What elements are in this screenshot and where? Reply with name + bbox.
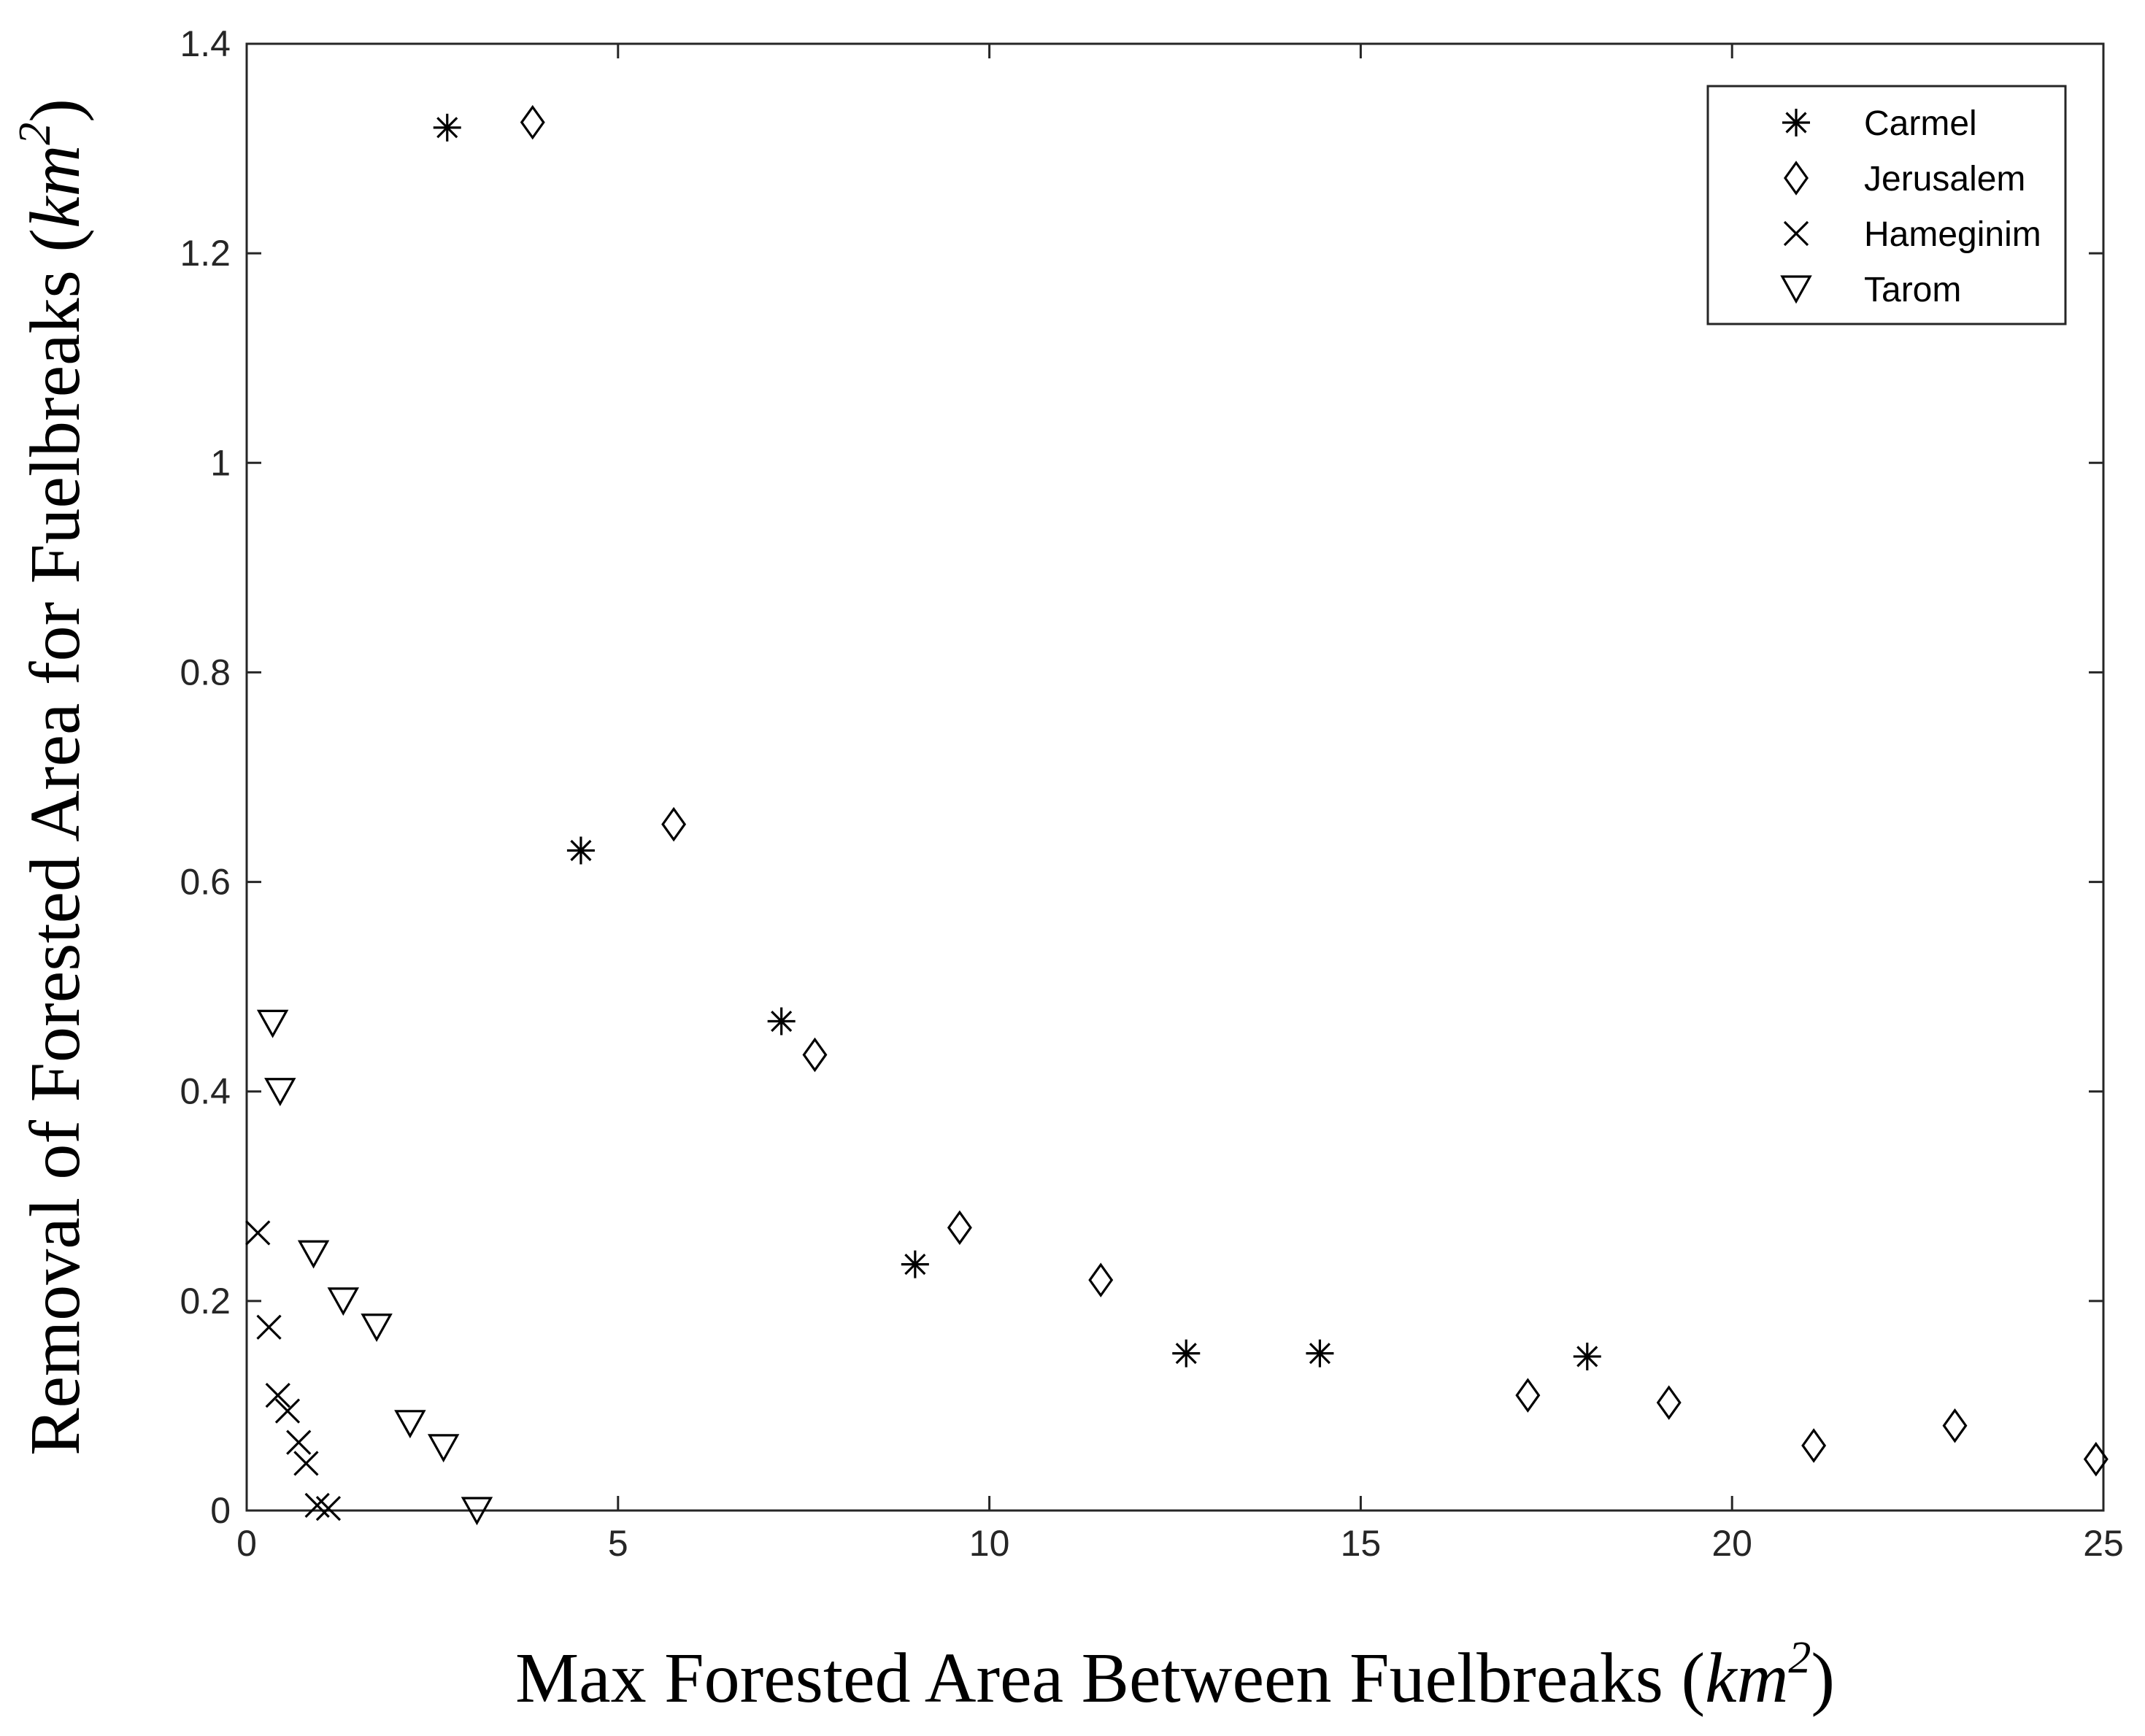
- data-point-jerusalem: [1801, 1428, 1827, 1463]
- data-point-jerusalem: [802, 1037, 828, 1073]
- data-point-carmel: [901, 1250, 929, 1278]
- x-axis-title: Max Forested Area Between Fuelbreaks (km…: [515, 1633, 1835, 1718]
- data-point-hameginim: [286, 1430, 312, 1455]
- legend-items: Carmel Jerusalem Hameginim Tarom: [1780, 104, 2041, 309]
- data-point-tarom: [427, 1434, 460, 1463]
- series-carmel: [433, 113, 1601, 1370]
- data-point-carmel: [1573, 1342, 1601, 1370]
- x-tick-label: 5: [608, 1523, 628, 1564]
- data-point-jerusalem: [2083, 1441, 2109, 1477]
- series-tarom: [256, 1009, 493, 1526]
- data-point-jerusalem: [520, 104, 545, 140]
- y-axis-label: Removal of Forested Area for Fuelbreaks: [16, 270, 95, 1456]
- data-point-hameginim: [293, 1451, 319, 1476]
- data-point-tarom: [264, 1078, 296, 1106]
- legend-item-tarom: Tarom: [1780, 271, 1961, 309]
- legend-marker-hameginim: [1783, 220, 1809, 247]
- x-axis-unit: km: [1705, 1639, 1788, 1718]
- data-point-tarom: [297, 1240, 330, 1269]
- data-point-jerusalem: [1942, 1408, 1968, 1443]
- x-tick-label: 10: [969, 1523, 1010, 1564]
- legend-label-tarom: Tarom: [1864, 271, 1961, 309]
- legend-item-hameginim: Hameginim: [1783, 215, 2041, 254]
- data-point-carmel: [1172, 1339, 1201, 1367]
- legend-marker-carmel: [1782, 109, 1810, 136]
- legend-label-jerusalem: Jerusalem: [1864, 160, 2025, 198]
- data-point-tarom: [256, 1009, 289, 1038]
- legend: Carmel Jerusalem Hameginim Tarom: [1706, 85, 2067, 325]
- data-point-carmel: [767, 1007, 796, 1035]
- data-point-hameginim: [265, 1382, 290, 1408]
- legend-marker-jerusalem: [1784, 161, 1809, 196]
- legend-box: [1706, 85, 2067, 325]
- x-axis-unit-open: (: [1663, 1639, 1705, 1718]
- y-axis-title: Removal of Forested Area for Fuelbreaks …: [10, 99, 95, 1456]
- data-point-carmel: [566, 836, 595, 865]
- y-tick-label: 1.4: [180, 23, 231, 64]
- data-point-jerusalem: [947, 1210, 972, 1246]
- data-point-hameginim: [274, 1398, 301, 1424]
- data-point-jerusalem: [1088, 1262, 1114, 1297]
- legend-item-carmel: Carmel: [1782, 104, 1977, 143]
- y-tick-label: 0.2: [180, 1281, 231, 1322]
- data-point-tarom: [327, 1287, 360, 1316]
- x-tick-label: 15: [1341, 1523, 1382, 1564]
- series-jerusalem: [520, 104, 2109, 1477]
- y-tick-label: 0.4: [180, 1071, 231, 1112]
- legend-item-jerusalem: Jerusalem: [1784, 160, 2025, 198]
- legend-label-carmel: Carmel: [1864, 104, 1977, 143]
- data-point-tarom: [394, 1410, 426, 1439]
- x-axis-label: Max Forested Area Between Fuelbreaks: [515, 1639, 1663, 1718]
- plot-frame: [245, 42, 2105, 1512]
- data-point-jerusalem: [661, 806, 687, 842]
- x-axis-unit-exponent: 2: [1788, 1633, 1811, 1683]
- y-axis-unit-open: (: [16, 228, 95, 270]
- data-point-jerusalem: [1515, 1378, 1541, 1413]
- data-point-carmel: [433, 113, 461, 142]
- legend-label-hameginim: Hameginim: [1864, 215, 2041, 254]
- x-tick-label: 25: [2083, 1523, 2124, 1564]
- y-tick-label: 0.6: [180, 862, 231, 903]
- data-point-tarom: [461, 1497, 493, 1526]
- data-point-jerusalem: [1656, 1385, 1682, 1420]
- series-hameginim: [245, 1220, 342, 1521]
- x-tick-label: 0: [236, 1523, 257, 1564]
- x-tick-label: 20: [1711, 1523, 1752, 1564]
- data-point-carmel: [1306, 1339, 1334, 1367]
- legend-marker-tarom: [1780, 275, 1812, 304]
- data-point-tarom: [361, 1313, 393, 1343]
- y-tick-label: 1: [210, 442, 231, 483]
- data-points: [245, 104, 2109, 1526]
- data-point-hameginim: [256, 1314, 282, 1340]
- data-point-hameginim: [245, 1220, 271, 1246]
- x-axis-unit-close: ): [1811, 1639, 1835, 1718]
- y-tick-label: 0: [210, 1490, 231, 1531]
- y-axis-unit: km: [16, 145, 95, 228]
- tick-labels: 0 5 10 15 20 25 0 0.2 0.4 0.6 0.8 1 1.2 1.4: [180, 23, 2123, 1564]
- y-axis-unit-close: ): [16, 99, 95, 123]
- y-axis-unit-exponent: 2: [10, 123, 60, 145]
- data-point-hameginim: [315, 1495, 342, 1521]
- y-tick-label: 1.2: [180, 233, 231, 274]
- y-tick-label: 0.8: [180, 652, 231, 693]
